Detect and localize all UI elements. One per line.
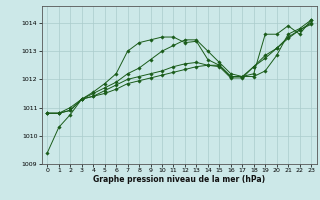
- X-axis label: Graphe pression niveau de la mer (hPa): Graphe pression niveau de la mer (hPa): [93, 175, 265, 184]
